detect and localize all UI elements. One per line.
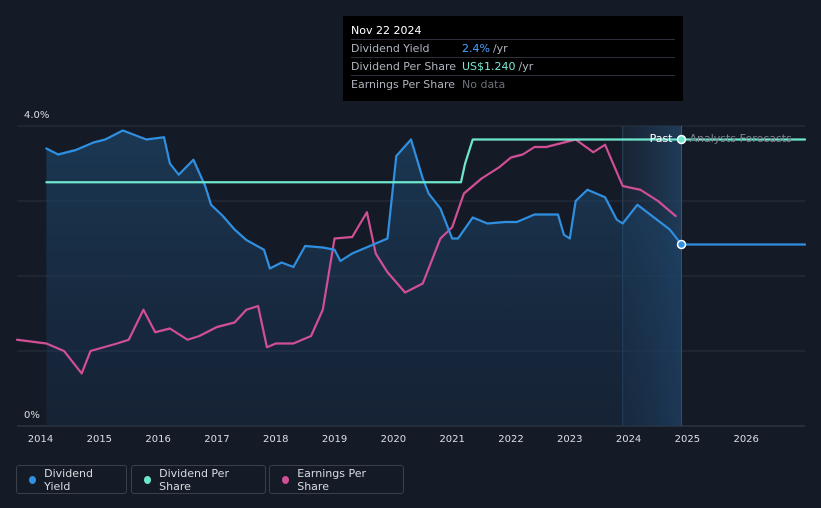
past-label: Past	[650, 132, 674, 145]
dividend-per-share-line	[45, 138, 807, 184]
tooltip-value: US$1.240	[462, 60, 516, 73]
dividend-yield-area	[46, 130, 682, 426]
x-tick-label: 2022	[498, 434, 523, 445]
forecast-label: Analysts Forecasts	[690, 132, 793, 145]
x-tick-label: 2026	[733, 434, 758, 445]
x-tick-label: 2019	[322, 434, 347, 445]
x-tick-label: 2017	[204, 434, 229, 445]
x-tick-label: 2025	[675, 434, 700, 445]
tooltip-unit: /yr	[492, 42, 508, 55]
tooltip-row-dividend-yield: Dividend Yield 2.4% /yr	[351, 39, 675, 57]
dividend-per-share-dot-icon	[144, 475, 152, 484]
x-tick-label: 2016	[145, 434, 170, 445]
legend-label: Dividend Per Share	[159, 466, 229, 493]
x-tick-label: 2023	[557, 434, 582, 445]
dividend-yield-dot-icon	[29, 475, 37, 484]
tooltip-label: Dividend Per Share	[351, 60, 457, 73]
tooltip-label: Earnings Per Share	[351, 78, 456, 91]
y-tick-label: 0%	[24, 410, 40, 421]
earnings-per-share-line	[15, 138, 677, 375]
tooltip-unit: /yr	[518, 60, 534, 73]
y-tick-label: 4.0%	[24, 110, 49, 121]
earnings-per-share-dot-icon	[282, 475, 290, 484]
tooltip-value: No data	[462, 78, 506, 91]
tooltip-value: 2.4%	[462, 42, 490, 55]
x-tick-label: 2020	[381, 434, 406, 445]
tooltip-row-dividend-per-share: Dividend Per Share US$1.240 /yr	[351, 57, 675, 75]
tooltip: Nov 22 2024 Dividend Yield 2.4% /yr Divi…	[343, 16, 683, 101]
x-tick-label: 2015	[87, 434, 112, 445]
tooltip-date: Nov 22 2024	[351, 24, 422, 37]
legend-dividend-yield[interactable]: Dividend Yield	[16, 465, 127, 494]
legend-label: Earnings Per Share	[297, 466, 366, 493]
tooltip-label: Dividend Yield	[351, 42, 430, 55]
tooltip-row-earnings-per-share: Earnings Per Share No data	[351, 75, 675, 93]
dividend-yield-marker	[676, 239, 687, 250]
legend-label: Dividend Yield	[44, 466, 93, 493]
x-tick-label: 2021	[439, 434, 464, 445]
legend-dividend-per-share[interactable]: Dividend Per Share	[131, 465, 266, 494]
legend-earnings-per-share[interactable]: Earnings Per Share	[269, 465, 404, 494]
dividend-per-share-marker	[676, 134, 687, 145]
dividend-yield-line	[45, 129, 807, 270]
x-tick-label: 2024	[616, 434, 641, 445]
x-tick-label: 2018	[263, 434, 288, 445]
x-tick-label: 2014	[28, 434, 53, 445]
